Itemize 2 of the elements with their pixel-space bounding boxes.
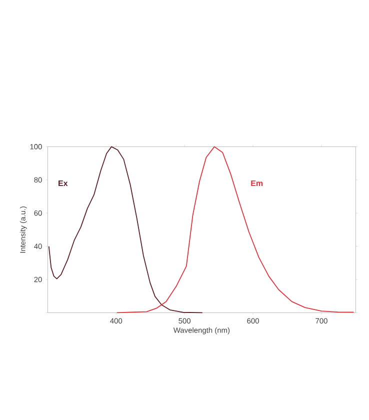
line-series [48,146,203,314]
line-series [116,146,354,314]
